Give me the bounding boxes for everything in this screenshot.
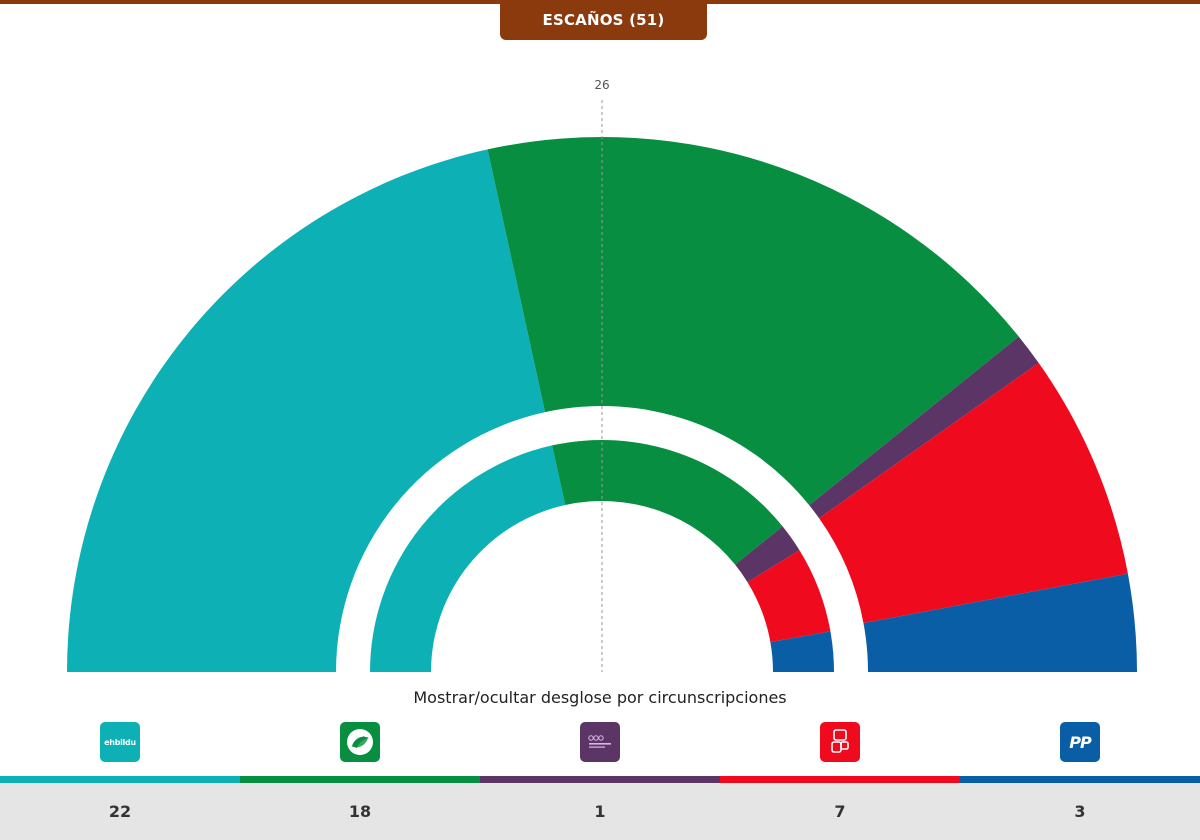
podemos-logo-icon	[580, 722, 620, 762]
ehbildu-logo-icon: ehbildu	[100, 722, 140, 762]
pp-logo-text: PP	[1069, 732, 1091, 752]
seat-count-ehbildu: 22	[108, 802, 132, 821]
ehbildu-logo-text: ehbildu	[104, 737, 136, 747]
outer-arc-pp	[863, 573, 1137, 672]
pp-logo-icon: PP	[1060, 722, 1100, 762]
outer-arc-podemos	[809, 336, 1039, 519]
inner-arc-psoe	[747, 550, 831, 643]
color-bar-psoe	[720, 776, 960, 783]
seat-count-podemos: 1	[594, 802, 606, 821]
party-logos: ehbildu PP	[0, 718, 1200, 776]
party-seat-values: 22 18 1 7 3	[0, 783, 1200, 840]
color-bar-pp	[960, 776, 1200, 783]
color-bar-ehbildu	[0, 776, 240, 783]
color-bar-pnv	[240, 776, 480, 783]
hemicycle-chart: 26	[67, 78, 1137, 673]
outer-ring	[67, 137, 1137, 673]
outer-arc-ehbildu	[67, 149, 546, 673]
outer-arc-pnv	[487, 137, 1019, 506]
psoe-logo-icon	[820, 722, 860, 762]
party-legend: ehbildu PP 22 18 1 7 3	[0, 718, 1200, 840]
party-color-bars	[0, 776, 1200, 783]
inner-arc-pnv	[552, 439, 783, 565]
seat-count-pp: 3	[1074, 802, 1086, 821]
breakdown-toggle-link[interactable]: Mostrar/ocultar desglose por circunscrip…	[413, 688, 787, 707]
seat-count-psoe: 7	[834, 802, 846, 821]
seats-header-title: ESCAÑOS (51)	[542, 11, 665, 29]
inner-ring	[370, 439, 834, 672]
inner-arc-podemos	[735, 526, 800, 583]
seat-count-pnv: 18	[348, 802, 372, 821]
color-bar-podemos	[480, 776, 720, 783]
inner-arc-ehbildu	[370, 445, 566, 672]
outer-arc-psoe	[819, 362, 1128, 624]
seats-header-tab: ESCAÑOS (51)	[500, 0, 707, 40]
pnv-leaf-logo-icon	[340, 722, 380, 762]
majority-label: 26	[594, 78, 609, 92]
inner-arc-pp	[770, 631, 834, 672]
